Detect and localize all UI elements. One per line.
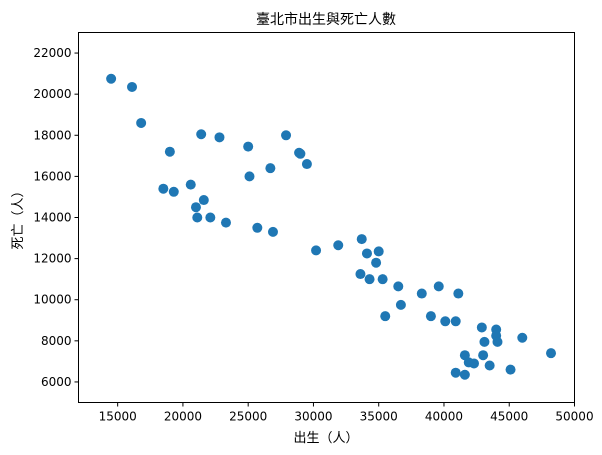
data-point-39: [440, 316, 451, 327]
data-point-47: [546, 348, 557, 359]
y-axis-label: 死亡（人）: [11, 184, 26, 249]
data-point-1: [127, 81, 138, 92]
data-point-41: [476, 322, 487, 333]
y-tick-label-2: 10000: [33, 293, 71, 307]
data-point-6: [243, 141, 254, 152]
x-tick-label-3: 30000: [294, 410, 332, 424]
y-tick-label-1: 8000: [41, 334, 72, 348]
data-point-51: [468, 358, 479, 369]
data-point-40: [450, 316, 461, 327]
x-tick-label-1: 20000: [164, 410, 202, 424]
data-point-14: [168, 186, 179, 197]
x-tick-label-6: 45000: [490, 410, 528, 424]
y-tick-label-7: 20000: [33, 87, 71, 101]
data-point-45: [479, 336, 490, 347]
data-point-46: [492, 336, 503, 347]
data-point-33: [433, 281, 444, 292]
data-point-53: [505, 364, 516, 375]
chart-title: 臺北市出生與死亡人數: [256, 11, 396, 28]
data-point-11: [265, 163, 276, 174]
data-point-55: [459, 369, 470, 380]
data-point-38: [425, 311, 436, 322]
y-axis-ticks: 6000 8000 10000 12000 14000 16000 18000 20000 22…: [33, 46, 79, 389]
x-axis-label: 出生（人）: [293, 431, 358, 446]
data-point-22: [267, 226, 278, 237]
x-tick-label-2: 25000: [229, 410, 267, 424]
data-point-17: [190, 202, 201, 213]
data-point-21: [252, 222, 263, 233]
y-tick-label-4: 14000: [33, 211, 71, 225]
data-point-19: [205, 212, 216, 223]
data-point-10: [301, 159, 312, 170]
x-tick-label-0: 15000: [99, 410, 137, 424]
data-point-44: [517, 332, 528, 343]
y-tick-label-0: 6000: [41, 375, 72, 389]
data-point-18: [192, 212, 203, 223]
data-point-16: [198, 195, 209, 206]
data-point-12: [244, 171, 255, 182]
data-point-49: [478, 350, 489, 361]
data-point-24: [333, 240, 344, 251]
data-point-7: [281, 130, 292, 141]
data-point-9: [295, 148, 306, 159]
data-point-15: [185, 179, 196, 190]
data-point-32: [393, 281, 404, 292]
y-tick-label-5: 16000: [33, 169, 71, 183]
data-point-35: [453, 288, 464, 299]
data-points: [106, 73, 557, 380]
y-tick-label-3: 12000: [33, 252, 71, 266]
data-point-3: [164, 146, 175, 157]
x-tick-label-5: 40000: [425, 410, 463, 424]
data-point-28: [371, 257, 382, 268]
x-axis-ticks: 15000 20000 25000 30000 35000 40000 45000 50000: [99, 402, 594, 424]
data-point-31: [377, 274, 388, 285]
x-tick-label-7: 50000: [555, 410, 593, 424]
data-point-29: [355, 269, 366, 280]
data-point-27: [373, 246, 384, 257]
data-point-37: [380, 311, 391, 322]
x-tick-label-4: 35000: [360, 410, 398, 424]
data-point-5: [214, 132, 225, 143]
data-point-20: [220, 217, 231, 228]
y-tick-label-8: 22000: [33, 46, 71, 60]
data-point-52: [484, 360, 495, 371]
data-point-54: [450, 367, 461, 378]
data-point-4: [196, 129, 207, 140]
data-point-13: [158, 183, 169, 194]
data-point-36: [395, 299, 406, 310]
data-point-0: [106, 73, 117, 84]
y-tick-label-6: 18000: [33, 128, 71, 142]
data-point-23: [311, 245, 322, 256]
data-point-26: [361, 248, 372, 259]
data-point-30: [364, 274, 375, 285]
data-point-25: [356, 234, 367, 245]
data-point-34: [416, 288, 427, 299]
data-point-2: [136, 117, 147, 128]
